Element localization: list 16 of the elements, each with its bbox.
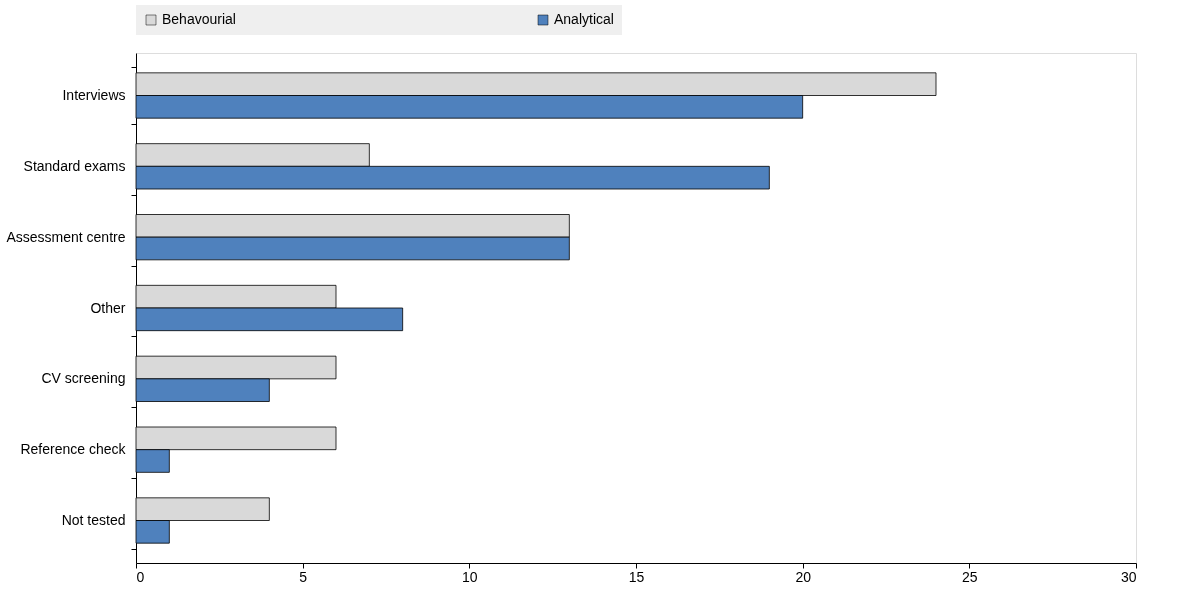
x-tick-label: 20 [795,568,812,585]
legend-label: Analytical [554,11,614,27]
y-tick-label: Assessment centre [6,228,126,245]
x-tick-label: 5 [299,568,308,585]
y-tick-label: Reference check [20,441,127,458]
legend-label: Behavourial [162,11,236,27]
y-tick-label: Not tested [61,512,126,528]
y-tick-label: Standard exams [23,157,126,174]
y-tick-label: Other [90,299,126,316]
y-tick-label: CV screening [41,370,126,387]
x-tick-label: 30 [1120,568,1137,585]
y-tick-label: Interviews [62,87,126,103]
x-tick-label: 15 [628,568,645,585]
x-tick-label: 10 [462,568,478,585]
x-tick-label: 25 [962,568,978,585]
x-tick-label: 0 [136,568,145,585]
